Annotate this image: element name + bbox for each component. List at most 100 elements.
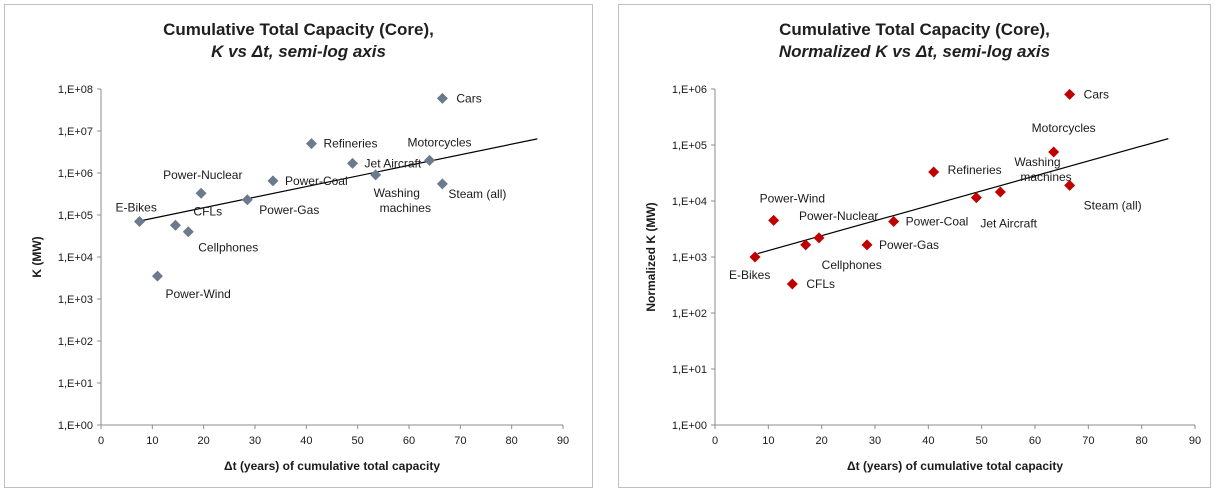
x-tick-label: 10 [762, 435, 774, 447]
y-tick-label: 1,E+03 [58, 294, 93, 306]
x-tick-label: 20 [198, 435, 210, 447]
chart-subtitle: K vs Δt, semi-log axis [211, 42, 386, 61]
data-point-diamond [347, 157, 359, 169]
data-point-label: Power-Nuclear [163, 168, 242, 182]
data-point-diamond [267, 175, 279, 187]
data-point-diamond [800, 239, 812, 251]
data-point-diamond [195, 187, 207, 199]
y-tick-label: 1,E+07 [58, 126, 93, 138]
y-axis-title: Normalized K (MW) [644, 202, 658, 311]
data-point-label: Power-Nuclear [799, 209, 878, 223]
x-tick-label: 50 [976, 435, 988, 447]
data-point-diamond [241, 194, 253, 206]
x-axis-title: Δt (years) of cumulative total capacity [847, 459, 1063, 473]
data-point-label: Power-Coal [285, 174, 348, 188]
data-point-label: E-Bikes [116, 201, 157, 215]
y-tick-label: 1,E+02 [58, 336, 93, 348]
data-point-label: Power-Coal [906, 215, 969, 229]
data-point-diamond [424, 154, 436, 166]
x-tick-label: 90 [1189, 435, 1201, 447]
x-tick-label: 40 [922, 435, 934, 447]
data-point-diamond [436, 178, 448, 190]
y-tick-label: 1,E+05 [672, 140, 707, 152]
y-tick-label: 1,E+03 [672, 252, 707, 264]
data-point-diamond [994, 186, 1006, 198]
x-tick-label: 60 [403, 435, 415, 447]
data-point-label: E-Bikes [729, 268, 770, 282]
x-tick-label: 80 [506, 435, 518, 447]
data-point-label: Power-Wind [165, 287, 230, 301]
data-point-diamond [151, 270, 163, 282]
chart-title: Cumulative Total Capacity (Core), [163, 20, 434, 39]
data-point-label: Cellphones [822, 258, 882, 272]
chart-panel-left: Cumulative Total Capacity (Core), K vs Δ… [4, 4, 593, 488]
data-point-diamond [305, 138, 317, 150]
data-point-diamond [1064, 88, 1076, 100]
data-point-label: Jet Aircraft [365, 156, 422, 170]
x-tick-label: 10 [146, 435, 158, 447]
data-point-diamond [370, 169, 382, 181]
data-point-label: Cellphones [198, 241, 258, 255]
data-point-label: Power-Gas [259, 203, 319, 217]
data-point-label: Motorcycles [408, 135, 472, 149]
data-point-diamond [813, 232, 825, 244]
data-point-diamond [1048, 146, 1060, 158]
y-tick-label: 1,E+06 [58, 168, 93, 180]
chart-title: Cumulative Total Capacity (Core), [779, 20, 1050, 39]
data-point-diamond [169, 219, 181, 231]
data-point-diamond [928, 166, 940, 178]
y-tick-label: 1,E+04 [672, 196, 707, 208]
y-tick-label: 1,E+00 [58, 420, 93, 432]
x-tick-label: 0 [98, 435, 104, 447]
trendline [141, 138, 538, 222]
y-tick-label: 1,E+08 [58, 84, 93, 96]
data-point-diamond [749, 251, 761, 263]
scatter-plot-k-vs-dt: 1,E+00 1,E+01 1,E+02 1,E+03 1,E+04 1,E+05 1,E+… [30, 84, 569, 473]
x-tick-label: 80 [1136, 435, 1148, 447]
x-tick-label: 70 [454, 435, 466, 447]
y-tick-label: 1,E+05 [58, 210, 93, 222]
y-tick-label: 1,E+01 [58, 378, 93, 390]
y-axis-title: K (MW) [30, 236, 44, 277]
data-point-label: Washing machines [1014, 155, 1071, 184]
data-point-diamond [786, 278, 798, 290]
y-tick-label: 1,E+00 [672, 420, 707, 432]
data-point-label: Washing machines [374, 186, 431, 215]
data-point-label: CFLs [193, 204, 222, 218]
x-tick-label: 0 [712, 435, 718, 447]
data-point-diamond [1064, 179, 1076, 191]
y-tick-label: 1,E+02 [672, 308, 707, 320]
chart-title-block: Cumulative Total Capacity (Core), K vs Δ… [5, 19, 592, 63]
data-point-label: Cars [456, 91, 481, 105]
data-point-diamond [436, 92, 448, 104]
data-point-label: Refineries [323, 137, 377, 151]
data-point-diamond [888, 216, 900, 228]
data-point-diamond [182, 226, 194, 238]
y-tick-label: 1,E+04 [58, 252, 93, 264]
data-point-diamond [768, 214, 780, 226]
x-axis-title: Δt (years) of cumulative total capacity [224, 459, 440, 473]
x-tick-label: 30 [249, 435, 261, 447]
x-tick-label: 50 [352, 435, 364, 447]
data-point-diamond [861, 239, 873, 251]
y-tick-label: 1,E+06 [672, 84, 707, 96]
x-tick-label: 60 [1029, 435, 1041, 447]
data-point-label: CFLs [806, 277, 835, 291]
y-tick-label: 1,E+01 [672, 364, 707, 376]
x-tick-label: 90 [557, 435, 569, 447]
data-point-diamond [134, 216, 145, 228]
trendline [757, 138, 1169, 255]
x-tick-label: 40 [300, 435, 312, 447]
data-point-label: Power-Gas [879, 238, 939, 252]
chart-panel-right: Cumulative Total Capacity (Core), Normal… [618, 4, 1211, 488]
x-tick-label: 30 [869, 435, 881, 447]
chart-title-block: Cumulative Total Capacity (Core), Normal… [619, 19, 1210, 63]
data-point-label: Cars [1084, 87, 1109, 101]
scatter-plot-normalized-k-vs-dt: 1,E+00 1,E+01 1,E+02 1,E+03 1,E+04 1,E+05 1,E+… [644, 84, 1201, 473]
data-point-label: Steam (all) [1084, 198, 1142, 212]
x-tick-label: 20 [816, 435, 828, 447]
data-point-label: Motorcycles [1032, 121, 1096, 135]
data-point-diamond [970, 192, 982, 204]
data-point-label: Power-Wind [760, 191, 825, 205]
x-tick-label: 70 [1082, 435, 1094, 447]
